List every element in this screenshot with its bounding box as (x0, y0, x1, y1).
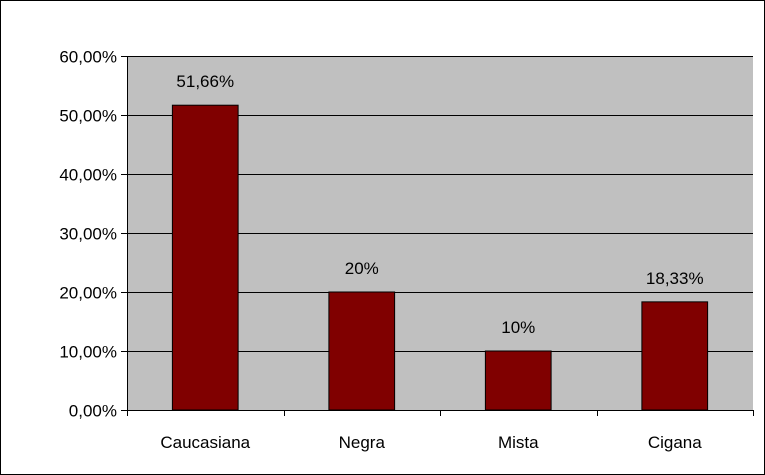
y-tick-label: 40,00% (59, 166, 117, 185)
data-label: 18,33% (646, 269, 704, 288)
x-tick-label: Negra (339, 433, 386, 452)
data-label: 51,66% (176, 72, 234, 91)
x-axis-ticks: Caucasiana Negra Mista Cigana (127, 410, 754, 452)
y-tick-label: 30,00% (59, 225, 117, 244)
bar-mista (484, 350, 552, 411)
data-label: 10% (501, 318, 535, 337)
data-labels: 51,66% 20% 10% 18,33% (176, 72, 703, 337)
y-tick-label: 10,00% (59, 343, 117, 362)
y-tick-label: 0,00% (69, 402, 117, 421)
y-tick-label: 20,00% (59, 284, 117, 303)
y-axis-ticks: 0,00% 10,00% 20,00% 30,00% 40,00% 50,00% 60,00… (59, 48, 127, 421)
bar-negra (328, 291, 396, 411)
y-tick-label: 60,00% (59, 48, 117, 67)
y-tick-label: 50,00% (59, 107, 117, 126)
bars (171, 104, 709, 411)
x-tick-label: Mista (498, 433, 539, 452)
x-tick-label: Caucasiana (160, 433, 250, 452)
bar-caucasiana (171, 104, 239, 411)
data-label: 20% (345, 259, 379, 278)
x-tick-label: Cigana (648, 433, 702, 452)
bar-cigana (641, 301, 709, 411)
